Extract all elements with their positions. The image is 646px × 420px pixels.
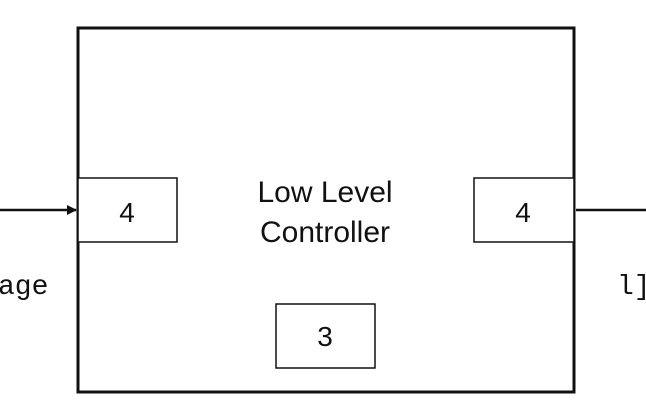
input-signal-label: age [0,272,48,303]
block-title-line-1: Low Level [257,176,392,209]
input-port-label: 4 [119,197,135,228]
output-port-box[interactable] [473,177,575,243]
output-port-label: 4 [515,197,531,228]
bottom-port-box[interactable] [275,303,376,369]
output-signal-label: l] [617,272,646,303]
input-port-box[interactable] [77,177,178,243]
bottom-port-label: 3 [317,321,333,352]
block-title-line-2: Controller [260,216,390,249]
